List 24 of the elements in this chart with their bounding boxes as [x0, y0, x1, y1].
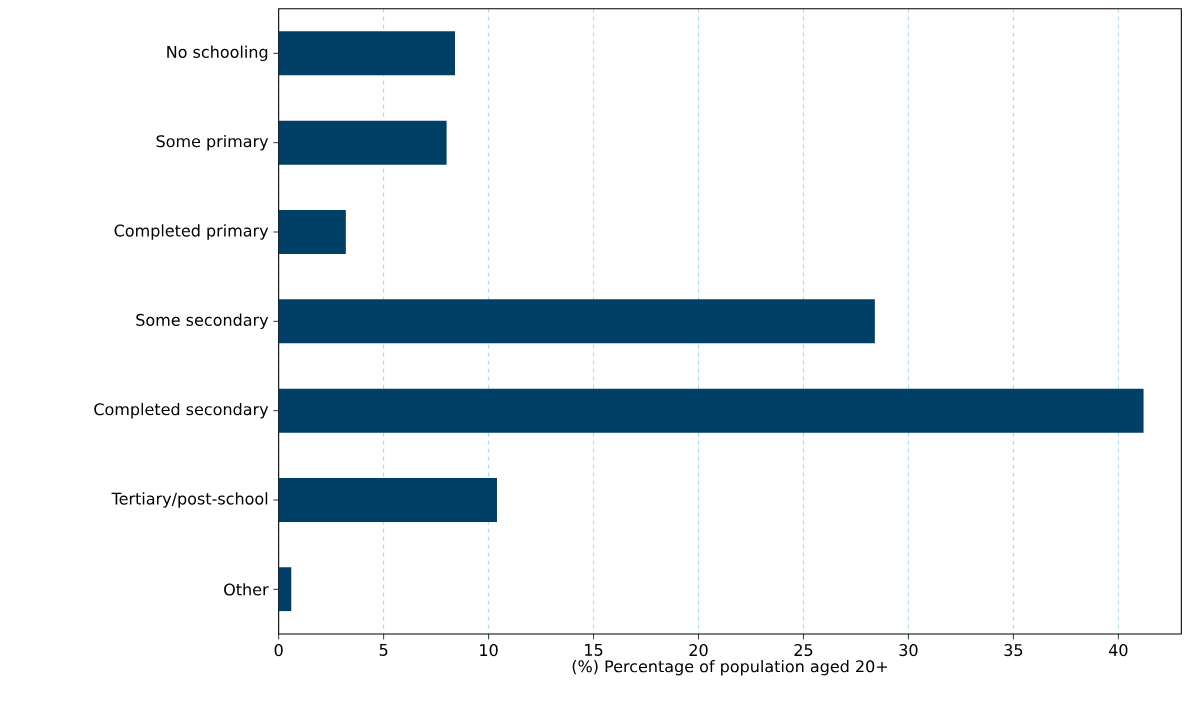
bar	[278, 299, 875, 344]
x-tick-label: 30	[899, 644, 918, 657]
y-tick-label: Completed secondary	[94, 402, 269, 419]
y-tick-label: Some secondary	[136, 313, 269, 330]
y-tick-label: Tertiary/post-school	[111, 492, 268, 508]
x-tick-label: 5	[379, 644, 388, 656]
y-tick-label: Some primary	[156, 134, 269, 151]
bar	[278, 478, 497, 522]
bar	[278, 209, 346, 254]
x-tick-label: 0	[274, 644, 283, 657]
x-tick-label: 15	[585, 644, 603, 656]
bar	[278, 31, 456, 76]
x-tick-label: 20	[689, 644, 708, 657]
bar	[278, 120, 447, 165]
x-tick-label: 10	[480, 644, 498, 657]
x-tick-label: 40	[1108, 644, 1128, 657]
bar	[278, 567, 292, 612]
x-tick-label: 35	[1004, 644, 1023, 657]
y-tick-label: No schooling	[167, 45, 268, 62]
x-axis-title: (%) Percentage of population aged 20+	[572, 659, 888, 676]
y-tick-label: Other	[224, 583, 269, 596]
x-tick-label: 25	[794, 644, 813, 657]
y-tick-label: Completed primary	[114, 224, 269, 240]
bar	[278, 388, 1144, 433]
